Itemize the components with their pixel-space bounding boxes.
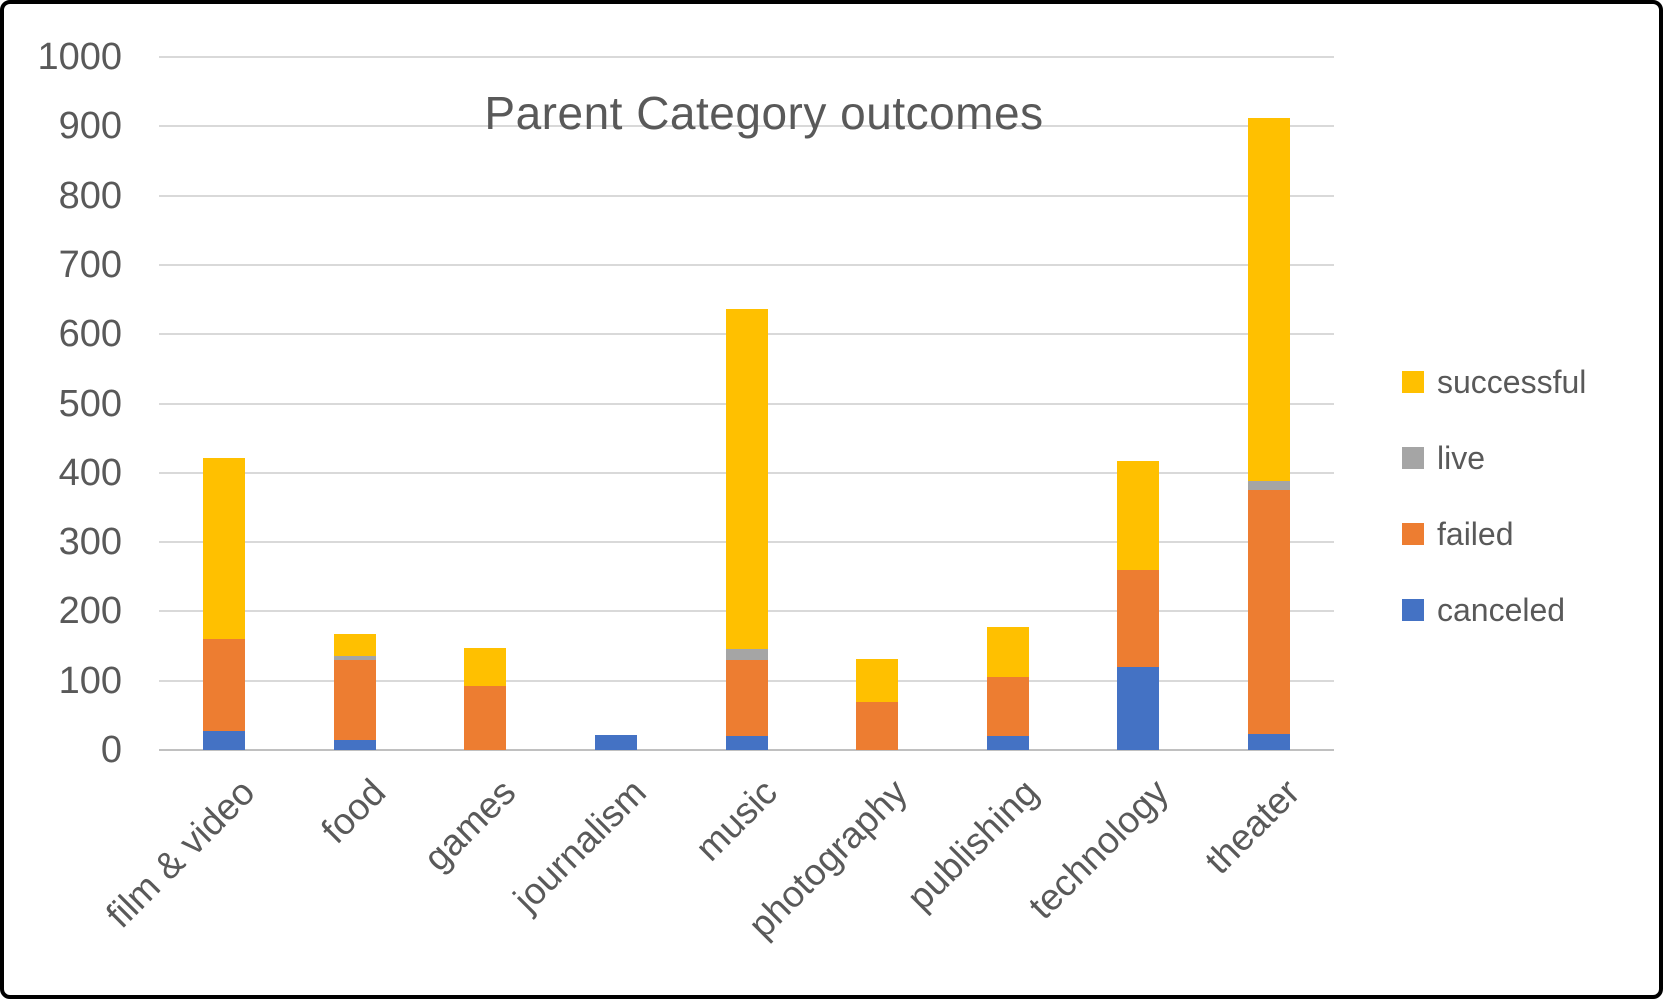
legend-item-canceled[interactable]: canceled: [1402, 594, 1586, 626]
bar-segment-theater-live[interactable]: [1247, 481, 1290, 491]
x-tick-label-journalism: journalism: [506, 771, 655, 920]
legend-item-live[interactable]: live: [1402, 442, 1586, 474]
bar-segment-film-video-failed[interactable]: [203, 639, 246, 731]
bar-segment-theater-failed[interactable]: [1247, 490, 1290, 735]
bar-segment-technology-successful[interactable]: [1117, 461, 1160, 570]
legend-label-canceled: canceled: [1437, 592, 1566, 628]
x-tick-label-games: games: [416, 771, 524, 879]
y-tick-label-900: 900: [58, 105, 122, 148]
bar-segment-photography-failed[interactable]: [856, 702, 899, 750]
x-tick-label-film-video: film & video: [98, 771, 263, 936]
bar-segment-music-failed[interactable]: [725, 659, 768, 737]
bar-segment-food-live[interactable]: [333, 655, 376, 660]
y-tick-label-400: 400: [58, 451, 122, 494]
x-tick-label-technology: technology: [1020, 771, 1177, 927]
bar-segment-film-video-successful[interactable]: [203, 457, 246, 640]
bar-segment-music-canceled[interactable]: [725, 736, 768, 750]
legend-label-live: live: [1437, 440, 1486, 476]
y-tick-label-300: 300: [58, 521, 122, 564]
legend-swatch-live: [1402, 447, 1424, 469]
y-tick-label-100: 100: [58, 659, 122, 702]
bar-segment-film-video-canceled[interactable]: [203, 730, 246, 750]
bar-segment-technology-failed[interactable]: [1117, 569, 1160, 667]
legend: successful live failed canceled: [1402, 366, 1586, 670]
bar-segment-food-successful[interactable]: [333, 634, 376, 656]
bar-segment-food-failed[interactable]: [333, 659, 376, 740]
y-tick-label-700: 700: [58, 243, 122, 286]
bar-segment-music-live[interactable]: [725, 648, 768, 660]
plot-area: 0 100 200 300 400 500 600 700 800 900 1000 film & v…: [4, 4, 1659, 995]
legend-swatch-canceled: [1402, 599, 1424, 621]
bar-segment-photography-successful[interactable]: [856, 659, 899, 703]
bar-segment-games-failed[interactable]: [464, 686, 507, 750]
bar-segment-theater-canceled[interactable]: [1247, 734, 1290, 750]
legend-swatch-successful: [1402, 371, 1424, 393]
y-tick-label-500: 500: [58, 382, 122, 425]
y-tick-label-1000: 1000: [37, 36, 122, 78]
bar-segment-journalism-canceled[interactable]: [594, 734, 637, 750]
y-tick-label-200: 200: [58, 590, 122, 633]
gridline-1000: [159, 56, 1334, 58]
gridline-800: [159, 194, 1334, 197]
bar-segment-publishing-failed[interactable]: [986, 676, 1029, 737]
x-tick-label-food: food: [313, 771, 394, 852]
y-tick-label-600: 600: [58, 313, 122, 356]
bar-segment-games-successful[interactable]: [464, 648, 507, 687]
bar-segment-music-successful[interactable]: [725, 309, 768, 649]
bar-segment-theater-successful[interactable]: [1247, 117, 1290, 482]
legend-item-failed[interactable]: failed: [1402, 518, 1586, 550]
x-tick-label-theater: theater: [1196, 771, 1308, 882]
x-tick-label-music: music: [687, 771, 785, 869]
legend-swatch-failed: [1402, 523, 1424, 545]
bar-segment-publishing-successful[interactable]: [986, 627, 1029, 677]
bar-segment-food-canceled[interactable]: [333, 739, 376, 750]
legend-label-successful: successful: [1437, 364, 1587, 400]
y-tick-label-800: 800: [58, 174, 122, 217]
gridline-700: [159, 263, 1334, 266]
gridline-900: [159, 125, 1334, 128]
legend-item-successful[interactable]: successful: [1402, 366, 1586, 398]
bar-segment-publishing-canceled[interactable]: [986, 736, 1029, 750]
x-axis-line: [159, 749, 1334, 751]
y-tick-label-0: 0: [100, 729, 122, 771]
legend-label-failed: failed: [1437, 516, 1514, 552]
bar-segment-technology-canceled[interactable]: [1117, 666, 1160, 750]
